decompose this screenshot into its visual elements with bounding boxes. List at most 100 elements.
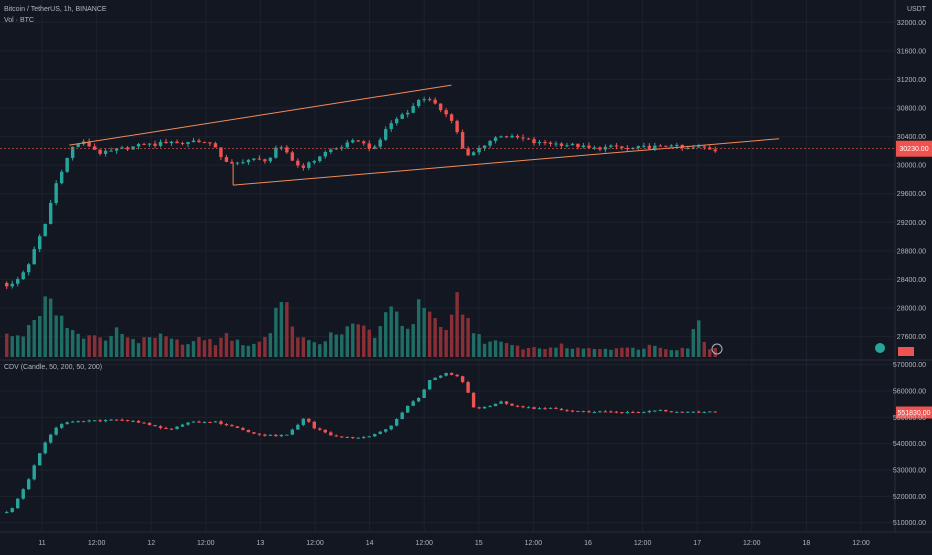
cdv-candle bbox=[455, 374, 459, 377]
price-candle bbox=[5, 283, 9, 287]
symbol-legend[interactable]: Bitcoin / TetherUS, 1h, BINANCE bbox=[4, 6, 107, 13]
volume-bar bbox=[614, 348, 619, 357]
cdv-candle bbox=[224, 424, 229, 426]
price-candle bbox=[246, 159, 251, 163]
price-candle bbox=[603, 146, 608, 150]
price-candle bbox=[378, 139, 382, 147]
volume-bar bbox=[675, 350, 679, 357]
volume-bar bbox=[10, 336, 14, 357]
cdv-candle bbox=[164, 427, 168, 429]
volume-bar bbox=[296, 337, 300, 357]
price-candle bbox=[499, 136, 503, 138]
cdv-candle bbox=[103, 420, 108, 422]
volume-bar bbox=[21, 336, 25, 357]
cdv-candle bbox=[559, 408, 564, 411]
time-tick-label: 12:00 bbox=[415, 540, 433, 547]
cdv-candle bbox=[109, 419, 113, 421]
volume-bar bbox=[389, 306, 393, 357]
cdv-legend[interactable]: CDV (Candle, 50, 200, 50, 200) bbox=[4, 364, 102, 371]
volume-bar bbox=[433, 318, 437, 357]
price-candle bbox=[65, 157, 69, 172]
price-candle bbox=[713, 149, 717, 152]
price-axis-unit: USDT bbox=[907, 6, 927, 13]
cdv-candle bbox=[356, 437, 360, 439]
volume-bar bbox=[394, 311, 399, 357]
volume-bar bbox=[125, 337, 130, 357]
volume-bar bbox=[653, 345, 657, 357]
cdv-candle bbox=[625, 412, 630, 414]
price-candle bbox=[653, 145, 657, 149]
cdv-candle bbox=[394, 419, 399, 426]
volume-bar bbox=[323, 341, 328, 357]
price-tick-label: 30400.00 bbox=[897, 134, 926, 141]
cdv-candle bbox=[32, 465, 36, 480]
volume-legend[interactable]: Vol · BTC bbox=[4, 17, 34, 24]
cdv-candle bbox=[197, 421, 201, 423]
price-candle bbox=[87, 141, 91, 147]
price-candle bbox=[504, 136, 509, 138]
volume-bar bbox=[438, 326, 443, 357]
cdv-candle bbox=[351, 437, 355, 439]
price-candle bbox=[510, 135, 514, 138]
cdv-candle bbox=[510, 403, 514, 406]
volume-bar bbox=[686, 348, 690, 357]
cdv-candle bbox=[48, 434, 53, 443]
price-candle bbox=[691, 147, 695, 149]
cdv-candle bbox=[285, 434, 289, 436]
cdv-candle bbox=[268, 434, 273, 436]
time-tick-label: 12:00 bbox=[197, 540, 215, 547]
volume-bar bbox=[169, 338, 174, 357]
price-candle bbox=[543, 142, 547, 144]
volume-bar bbox=[477, 334, 481, 357]
cdv-candle bbox=[125, 420, 130, 422]
volume-bar bbox=[59, 315, 64, 357]
price-tick-label: 28000.00 bbox=[897, 306, 926, 313]
volume-bar bbox=[340, 334, 344, 357]
cdv-candle bbox=[609, 411, 613, 413]
volume-bar bbox=[103, 340, 108, 357]
price-candle bbox=[191, 140, 196, 143]
price-candle bbox=[136, 143, 141, 147]
price-candle bbox=[466, 148, 470, 156]
time-tick-label: 16 bbox=[584, 540, 592, 547]
cdv-candle bbox=[592, 412, 597, 414]
volume-bar bbox=[537, 348, 542, 357]
volume-bar bbox=[367, 329, 371, 357]
cdv-candle bbox=[70, 421, 75, 423]
cdv-candle bbox=[576, 411, 580, 413]
symbol-title: Bitcoin / TetherUS, 1h, BINANCE bbox=[4, 6, 107, 13]
cdv-candle bbox=[653, 410, 657, 412]
cdv-candle bbox=[340, 436, 344, 438]
cdv-candle bbox=[581, 411, 586, 413]
cdv-candle bbox=[274, 434, 278, 437]
volume-bar bbox=[378, 326, 382, 357]
volume-bar bbox=[373, 337, 377, 357]
price-candle bbox=[323, 151, 328, 157]
price-candle bbox=[257, 158, 262, 160]
price-candle bbox=[169, 141, 174, 144]
price-candle bbox=[587, 145, 591, 148]
cdv-candle bbox=[175, 426, 179, 430]
price-candle bbox=[532, 139, 536, 144]
volume-bar bbox=[411, 324, 415, 357]
price-candle bbox=[345, 142, 349, 148]
cdv-candle bbox=[16, 498, 20, 509]
volume-bar bbox=[65, 327, 69, 357]
volume-bar bbox=[153, 337, 157, 357]
time-tick-label: 12:00 bbox=[634, 540, 652, 547]
price-candle bbox=[356, 140, 360, 142]
cdv-candle bbox=[713, 411, 717, 413]
cdv-candle bbox=[279, 434, 284, 437]
volume-bar bbox=[279, 302, 284, 357]
cdv-tick-label: 540000.00 bbox=[893, 441, 926, 448]
price-candle bbox=[268, 157, 273, 162]
volume-bar bbox=[191, 341, 196, 357]
cdv-candle bbox=[460, 376, 465, 383]
cdv-value-tag: 551830.00 bbox=[897, 410, 930, 417]
cdv-candle bbox=[54, 427, 58, 435]
volume-bar bbox=[702, 341, 706, 357]
cdv-candle bbox=[323, 429, 328, 433]
price-candle bbox=[32, 249, 36, 265]
